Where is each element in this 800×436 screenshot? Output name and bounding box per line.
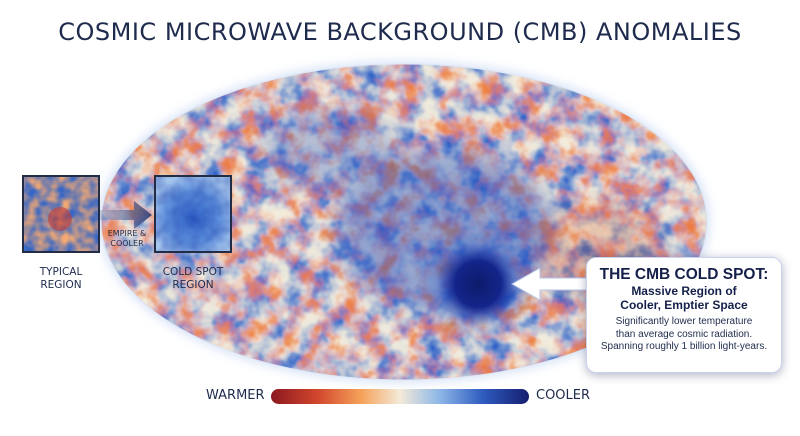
legend-cool-label: COOLER [536, 388, 591, 403]
cold-spot-callout: THE CMB COLD SPOT: Massive Region of Coo… [586, 257, 782, 373]
typical-label-line1: TYPICAL [39, 266, 83, 278]
color-legend-bar [271, 389, 529, 404]
callout-body-line3: Spanning roughly 1 billion light-years. [600, 341, 768, 352]
cold-spot [436, 242, 520, 326]
right-arrow-icon [96, 201, 152, 229]
legend-warm-label: WARMER [206, 388, 265, 403]
callout-subheading-line1: Massive Region of [631, 284, 737, 298]
typical-label-line2: REGION [40, 279, 82, 291]
typical-region-inset [22, 175, 100, 253]
arrow-text-line1: EMPIRE & [107, 229, 147, 238]
callout-body-line2: than average cosmic radiation. [615, 328, 753, 340]
cold-spot-inset [154, 175, 232, 253]
arrow-text-line2: COOLER [110, 239, 144, 248]
coldspot-label-line2: REGION [172, 279, 214, 291]
coldspot-label-line1: COLD SPOT [162, 266, 224, 278]
callout-body-line1: Significantly lower temperature [615, 316, 753, 327]
page-title: COSMIC MICROWAVE BACKGROUND (CMB) ANOMAL… [58, 18, 742, 46]
callout-heading: THE CMB COLD SPOT: [599, 266, 769, 283]
callout-subheading-line2: Cooler, Emptier Space [620, 298, 748, 312]
